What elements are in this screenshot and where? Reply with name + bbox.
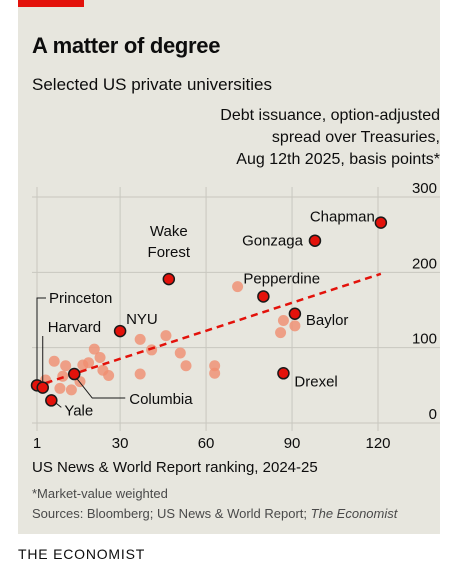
chart-panel <box>18 0 440 534</box>
point-label: Yale <box>64 402 93 419</box>
data-point <box>48 355 60 367</box>
point-label: Harvard <box>48 319 101 336</box>
data-point <box>160 330 172 342</box>
point-label: Forest <box>148 244 191 261</box>
leader-lines-layer <box>36 297 126 408</box>
point-label: Wake <box>150 223 188 240</box>
data-point <box>209 367 221 379</box>
highlighted-point <box>113 324 127 338</box>
data-point <box>65 384 77 396</box>
data-point <box>134 368 146 380</box>
data-point <box>94 351 106 363</box>
highlighted-points-layer <box>30 216 388 407</box>
highlighted-point <box>36 381 49 394</box>
red-accent-bar <box>18 0 84 7</box>
data-point <box>97 364 109 376</box>
highlighted-point <box>162 272 176 286</box>
data-point <box>54 382 66 394</box>
sources: Sources: Bloomberg; US News & World Repo… <box>32 506 397 521</box>
chart-title: A matter of degree <box>32 33 221 58</box>
x-tick-label: 1 <box>33 435 41 452</box>
x-axis-label: US News & World Report ranking, 2024-25 <box>32 459 318 476</box>
point-label: Chapman <box>310 209 375 226</box>
highlighted-point <box>277 367 290 380</box>
point-label: Pepperdine <box>243 270 320 287</box>
data-point <box>180 360 192 372</box>
highlighted-point <box>308 234 322 247</box>
y-tick-label: 300 <box>412 180 437 197</box>
highlighted-point <box>257 290 270 303</box>
y-axis-label: Debt issuance, option-adjusted spread ov… <box>220 105 440 171</box>
tick-labels-layer: 0 100 200 300 1 30 60 90 120 <box>33 180 437 452</box>
y-axis-label-line-2: spread over Treasuries, <box>271 129 440 146</box>
chart-subtitle: Selected US private universities <box>32 75 273 94</box>
highlighted-point <box>68 367 81 381</box>
leader-line <box>76 378 126 399</box>
data-point <box>88 343 100 355</box>
highlighted-point <box>45 394 58 407</box>
x-tick-label: 30 <box>112 435 129 452</box>
data-point <box>77 359 89 371</box>
point-label: Princeton <box>49 290 112 307</box>
brand-footer: THE ECONOMIST <box>18 546 146 562</box>
y-axis-label-line-1: Debt issuance, option-adjusted <box>220 107 440 124</box>
y-tick-label: 200 <box>412 255 437 272</box>
x-tick-label: 120 <box>365 435 390 452</box>
y-axis-label-line-3: Aug 12th 2025, basis points* <box>236 151 440 168</box>
data-point <box>277 315 289 327</box>
data-point <box>232 281 244 293</box>
leader-line <box>36 297 46 380</box>
data-point <box>60 360 72 372</box>
data-point <box>209 360 221 372</box>
leader-line <box>56 403 62 408</box>
x-tick-label: 60 <box>198 435 215 452</box>
point-label: NYU <box>126 311 158 328</box>
y-tick-label: 0 <box>429 406 437 423</box>
x-tick-label: 90 <box>284 435 301 452</box>
y-tick-label: 100 <box>412 331 437 348</box>
data-point <box>174 347 186 359</box>
point-label: Columbia <box>129 391 193 408</box>
point-label: Gonzaga <box>242 233 304 250</box>
point-label: Baylor <box>306 312 349 329</box>
data-point <box>275 327 287 339</box>
highlighted-point <box>288 307 302 321</box>
sources-italic: The Economist <box>310 506 398 521</box>
footnote: *Market-value weighted <box>32 486 168 501</box>
sources-text: Sources: Bloomberg; US News & World Repo… <box>32 506 311 521</box>
point-labels-layer: Chapman Gonzaga Wake Forest Pepperdine Baylor… <box>48 209 375 420</box>
point-label: Drexel <box>294 373 337 390</box>
data-point <box>134 333 146 345</box>
trendline-layer <box>45 272 382 385</box>
data-point <box>146 344 158 356</box>
highlighted-point <box>374 216 388 229</box>
trendline <box>45 272 382 385</box>
data-point <box>289 320 301 332</box>
